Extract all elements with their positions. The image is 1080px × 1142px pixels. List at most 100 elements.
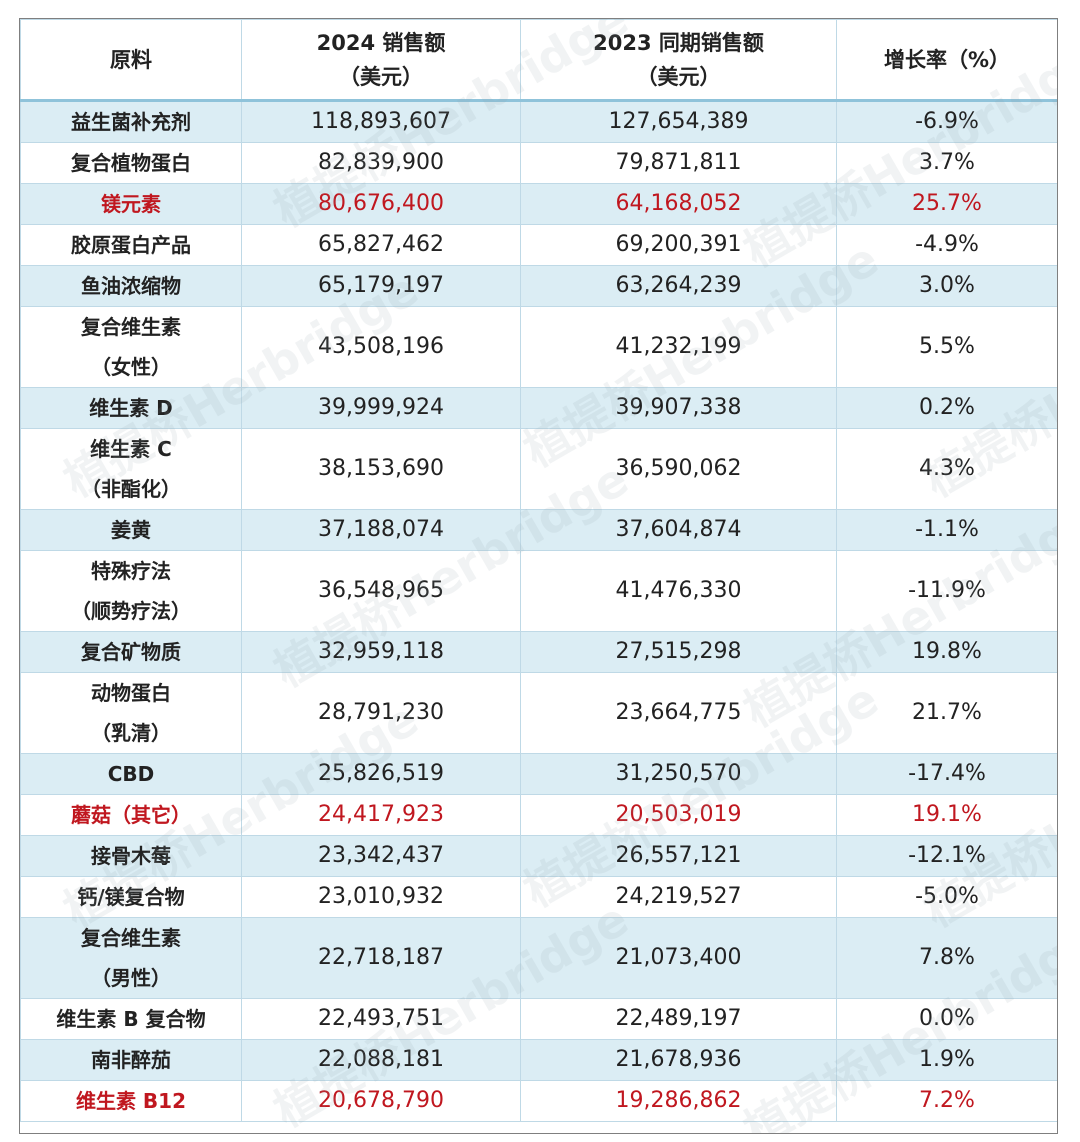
ingredient-name-cell: 动物蛋白 （乳清） bbox=[20, 672, 242, 754]
growth-rate-cell: 0.0% bbox=[836, 998, 1057, 1040]
sales-2023-cell: 36,590,062 bbox=[520, 428, 837, 510]
ingredient-name-line: 姜黄 bbox=[111, 518, 151, 542]
ingredient-name-line: 复合维生素 bbox=[81, 926, 181, 950]
growth-rate-cell: 7.8% bbox=[836, 917, 1057, 999]
sales-2024-cell: 65,827,462 bbox=[241, 224, 521, 266]
sales-2024-cell: 43,508,196 bbox=[241, 306, 521, 388]
table-row: 动物蛋白 （乳清） 28,791,230 23,664,775 21.7% bbox=[20, 672, 1057, 754]
sales-2024-cell: 32,959,118 bbox=[241, 631, 521, 673]
ingredient-name-cell: 接骨木莓 bbox=[20, 835, 242, 877]
ingredient-name-line: （乳清） bbox=[91, 721, 171, 745]
ingredient-name-line: 维生素 B12 bbox=[75, 1089, 187, 1113]
sales-2023-cell: 27,515,298 bbox=[520, 631, 837, 673]
ingredient-name-cell: 维生素 B12 bbox=[20, 1080, 242, 1122]
ingredient-name-line: 维生素 C bbox=[90, 437, 172, 461]
ingredient-name-line: 益生菌补充剂 bbox=[71, 110, 191, 134]
sales-2023-cell: 39,907,338 bbox=[520, 387, 837, 429]
sales-2023-cell: 79,871,811 bbox=[520, 142, 837, 184]
sales-2024-cell: 22,493,751 bbox=[241, 998, 521, 1040]
ingredient-name-cell: 复合维生素 （女性） bbox=[20, 306, 242, 388]
table-row: 维生素 B 复合物 22,493,751 22,489,197 0.0% bbox=[20, 998, 1057, 1040]
sales-2024-cell: 65,179,197 bbox=[241, 265, 521, 307]
ingredient-name-cell: 南非醉茄 bbox=[20, 1039, 242, 1081]
sales-2023-cell: 69,200,391 bbox=[520, 224, 837, 266]
ingredient-name-cell: 胶原蛋白产品 bbox=[20, 224, 242, 266]
sales-2023-cell: 41,232,199 bbox=[520, 306, 837, 388]
growth-rate-cell: -4.9% bbox=[836, 224, 1057, 266]
ingredient-name-cell: 复合矿物质 bbox=[20, 631, 242, 673]
table-row: CBD 25,826,519 31,250,570 -17.4% bbox=[20, 753, 1057, 795]
sales-table-frame: 原料 2024 销售额 （美元） 2023 同期销售额 （美元） 增长率（%） 益生… bbox=[19, 18, 1058, 1134]
sales-2024-cell: 118,893,607 bbox=[241, 100, 521, 143]
sales-2024-cell: 20,678,790 bbox=[241, 1080, 521, 1122]
ingredient-name-line: 复合矿物质 bbox=[81, 640, 181, 664]
table-row: 维生素 D 39,999,924 39,907,338 0.2% bbox=[20, 387, 1057, 429]
growth-rate-cell: 7.2% bbox=[836, 1080, 1057, 1122]
table-row: 特殊疗法 （顺势疗法） 36,548,965 41,476,330 -11.9% bbox=[20, 550, 1057, 632]
sales-2023-cell: 37,604,874 bbox=[520, 509, 837, 551]
header-sales-2023: 2023 同期销售额 （美元） bbox=[520, 19, 837, 102]
sales-2023-cell: 20,503,019 bbox=[520, 794, 837, 836]
ingredient-name-cell: 维生素 B 复合物 bbox=[20, 998, 242, 1040]
table-row: 钙/镁复合物 23,010,932 24,219,527 -5.0% bbox=[20, 876, 1057, 918]
ingredient-name-cell: 鱼油浓缩物 bbox=[20, 265, 242, 307]
ingredient-sales-table: 原料 2024 销售额 （美元） 2023 同期销售额 （美元） 增长率（%） 益生… bbox=[20, 19, 1057, 1122]
growth-rate-cell: -11.9% bbox=[836, 550, 1057, 632]
ingredient-name-line: 维生素 B 复合物 bbox=[56, 1007, 206, 1031]
ingredient-name-line: 蘑菇（其它） bbox=[71, 803, 191, 827]
growth-rate-cell: 25.7% bbox=[836, 183, 1057, 225]
ingredient-name-cell: 特殊疗法 （顺势疗法） bbox=[20, 550, 242, 632]
growth-rate-cell: 5.5% bbox=[836, 306, 1057, 388]
table-row: 复合植物蛋白 82,839,900 79,871,811 3.7% bbox=[20, 142, 1057, 184]
sales-2023-cell: 31,250,570 bbox=[520, 753, 837, 795]
sales-2023-cell: 26,557,121 bbox=[520, 835, 837, 877]
growth-rate-cell: 21.7% bbox=[836, 672, 1057, 754]
header-growth-rate: 增长率（%） bbox=[836, 19, 1057, 102]
table-row: 蘑菇（其它） 24,417,923 20,503,019 19.1% bbox=[20, 794, 1057, 836]
sales-2024-cell: 22,718,187 bbox=[241, 917, 521, 999]
sales-2024-cell: 37,188,074 bbox=[241, 509, 521, 551]
ingredient-name-cell: CBD bbox=[20, 753, 242, 795]
table-row: 维生素 B12 20,678,790 19,286,862 7.2% bbox=[20, 1080, 1057, 1122]
sales-2024-cell: 38,153,690 bbox=[241, 428, 521, 510]
growth-rate-cell: 19.8% bbox=[836, 631, 1057, 673]
table-row: 复合矿物质 32,959,118 27,515,298 19.8% bbox=[20, 631, 1057, 673]
growth-rate-cell: 3.0% bbox=[836, 265, 1057, 307]
ingredient-name-cell: 维生素 D bbox=[20, 387, 242, 429]
ingredient-name-line: 镁元素 bbox=[101, 192, 161, 216]
header-sales-2024: 2024 销售额 （美元） bbox=[241, 19, 521, 102]
header-ingredient: 原料 bbox=[20, 19, 242, 102]
table-row: 接骨木莓 23,342,437 26,557,121 -12.1% bbox=[20, 835, 1057, 877]
sales-2023-cell: 63,264,239 bbox=[520, 265, 837, 307]
sales-2024-cell: 24,417,923 bbox=[241, 794, 521, 836]
ingredient-name-cell: 益生菌补充剂 bbox=[20, 100, 242, 143]
ingredient-name-cell: 复合维生素 （男性） bbox=[20, 917, 242, 999]
ingredient-name-line: 鱼油浓缩物 bbox=[81, 274, 181, 298]
ingredient-name-line: 特殊疗法 bbox=[91, 559, 171, 583]
ingredient-name-line: （非酯化） bbox=[81, 477, 181, 501]
ingredient-name-line: 南非醉茄 bbox=[91, 1048, 171, 1072]
ingredient-name-line: 接骨木莓 bbox=[91, 844, 171, 868]
table-row: 益生菌补充剂 118,893,607 127,654,389 -6.9% bbox=[20, 100, 1057, 143]
growth-rate-cell: 0.2% bbox=[836, 387, 1057, 429]
growth-rate-cell: -12.1% bbox=[836, 835, 1057, 877]
ingredient-name-line: 动物蛋白 bbox=[91, 681, 171, 705]
ingredient-name-line: 钙/镁复合物 bbox=[77, 885, 185, 909]
sales-2023-cell: 22,489,197 bbox=[520, 998, 837, 1040]
growth-rate-cell: 3.7% bbox=[836, 142, 1057, 184]
sales-2024-cell: 23,342,437 bbox=[241, 835, 521, 877]
table-row: 姜黄 37,188,074 37,604,874 -1.1% bbox=[20, 509, 1057, 551]
table-row: 镁元素 80,676,400 64,168,052 25.7% bbox=[20, 183, 1057, 225]
sales-2023-cell: 23,664,775 bbox=[520, 672, 837, 754]
sales-2024-cell: 39,999,924 bbox=[241, 387, 521, 429]
sales-2023-cell: 24,219,527 bbox=[520, 876, 837, 918]
ingredient-name-line: CBD bbox=[107, 762, 155, 786]
table-body: 益生菌补充剂 118,893,607 127,654,389 -6.9% 复合植物蛋白 8… bbox=[20, 100, 1057, 1122]
ingredient-name-cell: 维生素 C （非酯化） bbox=[20, 428, 242, 510]
growth-rate-cell: 19.1% bbox=[836, 794, 1057, 836]
sales-2024-cell: 23,010,932 bbox=[241, 876, 521, 918]
sales-2024-cell: 22,088,181 bbox=[241, 1039, 521, 1081]
table-header-row: 原料 2024 销售额 （美元） 2023 同期销售额 （美元） 增长率（%） bbox=[20, 19, 1057, 102]
ingredient-name-line: 维生素 D bbox=[89, 396, 173, 420]
sales-2023-cell: 64,168,052 bbox=[520, 183, 837, 225]
